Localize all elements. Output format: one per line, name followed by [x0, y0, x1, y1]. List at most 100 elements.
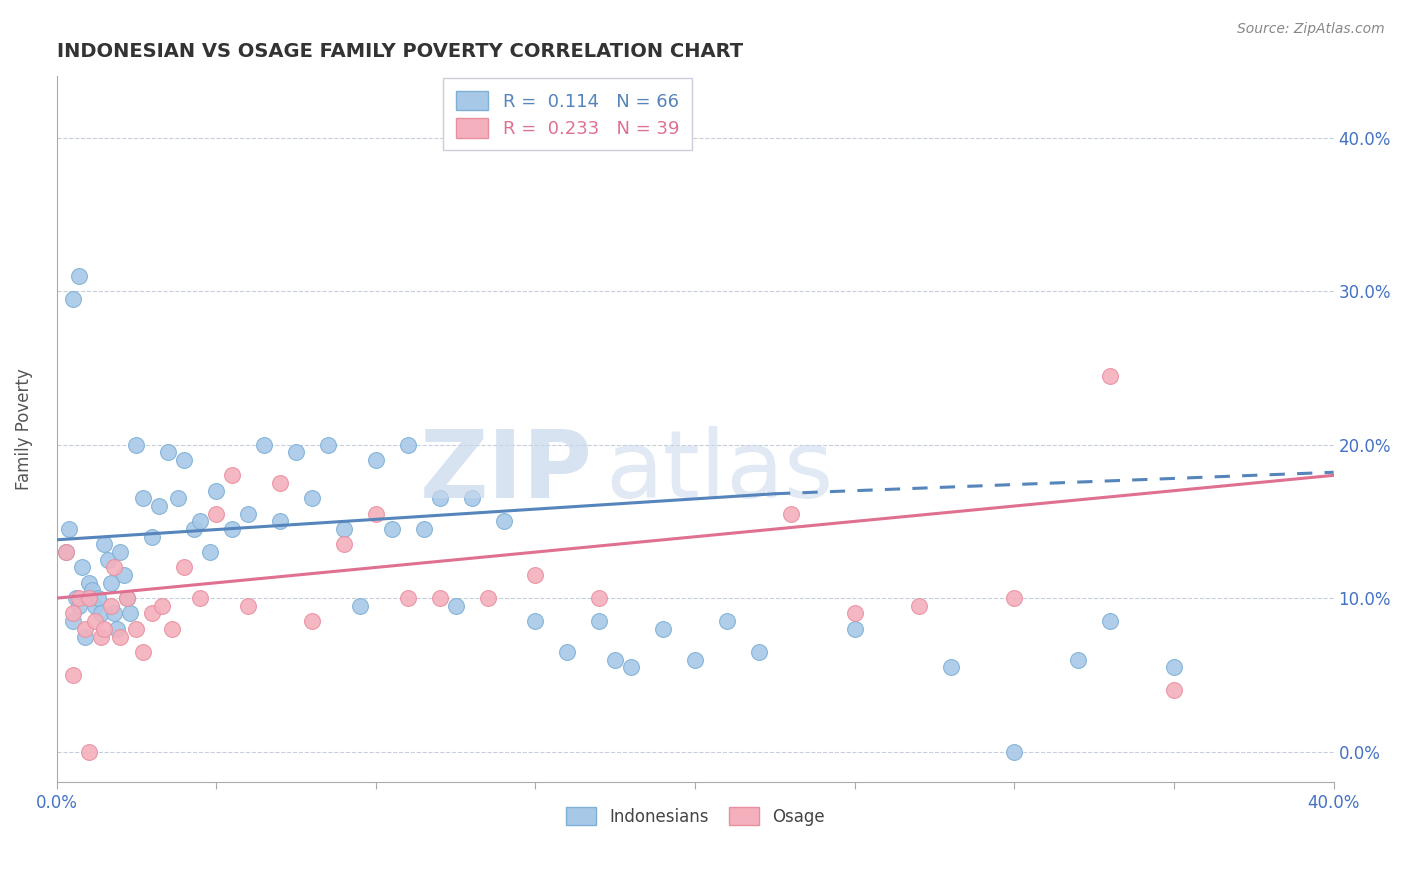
Point — [301, 614, 323, 628]
Point — [62, 607, 84, 621]
Point — [167, 491, 190, 506]
Y-axis label: Family Poverty: Family Poverty — [15, 368, 32, 490]
Point — [115, 591, 138, 606]
Point — [221, 468, 243, 483]
Point — [683, 652, 706, 666]
Text: INDONESIAN VS OSAGE FAMILY POVERTY CORRELATION CHART: INDONESIAN VS OSAGE FAMILY POVERTY CORRE… — [56, 42, 742, 61]
Point — [492, 515, 515, 529]
Point — [62, 668, 84, 682]
Text: ZIP: ZIP — [420, 425, 593, 517]
Point — [429, 491, 451, 506]
Point — [141, 530, 163, 544]
Point — [173, 453, 195, 467]
Point — [77, 591, 100, 606]
Point — [939, 660, 962, 674]
Point — [118, 607, 141, 621]
Point — [97, 553, 120, 567]
Point — [285, 445, 308, 459]
Point — [605, 652, 627, 666]
Point — [316, 437, 339, 451]
Point — [93, 622, 115, 636]
Point — [364, 507, 387, 521]
Point — [160, 622, 183, 636]
Text: atlas: atlas — [606, 425, 834, 517]
Point — [188, 591, 211, 606]
Text: Source: ZipAtlas.com: Source: ZipAtlas.com — [1237, 22, 1385, 37]
Point — [444, 599, 467, 613]
Legend: Indonesians, Osage: Indonesians, Osage — [557, 798, 832, 834]
Point — [132, 491, 155, 506]
Point — [396, 591, 419, 606]
Point — [125, 622, 148, 636]
Point — [115, 591, 138, 606]
Point — [105, 622, 128, 636]
Point — [58, 522, 80, 536]
Point — [67, 599, 90, 613]
Point — [62, 614, 84, 628]
Point — [1002, 745, 1025, 759]
Point — [110, 630, 132, 644]
Point — [62, 292, 84, 306]
Point — [269, 515, 291, 529]
Point — [429, 591, 451, 606]
Point — [301, 491, 323, 506]
Point — [253, 437, 276, 451]
Point — [907, 599, 929, 613]
Point — [1067, 652, 1090, 666]
Point — [87, 591, 110, 606]
Point — [67, 591, 90, 606]
Point — [75, 630, 97, 644]
Point — [412, 522, 434, 536]
Point — [80, 583, 103, 598]
Point — [396, 437, 419, 451]
Point — [93, 537, 115, 551]
Point — [100, 575, 122, 590]
Point — [125, 437, 148, 451]
Point — [748, 645, 770, 659]
Point — [524, 568, 547, 582]
Point — [150, 599, 173, 613]
Point — [65, 591, 87, 606]
Point — [524, 614, 547, 628]
Point — [716, 614, 738, 628]
Point — [269, 475, 291, 490]
Point — [238, 507, 260, 521]
Point — [110, 545, 132, 559]
Point — [844, 622, 866, 636]
Point — [141, 607, 163, 621]
Point — [460, 491, 482, 506]
Point — [188, 515, 211, 529]
Point — [620, 660, 643, 674]
Point — [557, 645, 579, 659]
Point — [103, 607, 125, 621]
Point — [205, 507, 228, 521]
Point — [84, 599, 107, 613]
Point — [55, 545, 77, 559]
Point — [333, 537, 356, 551]
Point — [221, 522, 243, 536]
Point — [112, 568, 135, 582]
Point — [75, 622, 97, 636]
Point — [198, 545, 221, 559]
Point — [183, 522, 205, 536]
Point — [477, 591, 499, 606]
Point — [132, 645, 155, 659]
Point — [844, 607, 866, 621]
Point — [349, 599, 371, 613]
Point — [588, 591, 610, 606]
Point — [652, 622, 675, 636]
Point — [1002, 591, 1025, 606]
Point — [103, 560, 125, 574]
Point — [588, 614, 610, 628]
Point — [1163, 660, 1185, 674]
Point — [100, 599, 122, 613]
Point — [55, 545, 77, 559]
Point — [173, 560, 195, 574]
Point — [70, 560, 93, 574]
Point — [381, 522, 404, 536]
Point — [77, 575, 100, 590]
Point — [148, 499, 170, 513]
Point — [67, 268, 90, 283]
Point — [238, 599, 260, 613]
Point — [364, 453, 387, 467]
